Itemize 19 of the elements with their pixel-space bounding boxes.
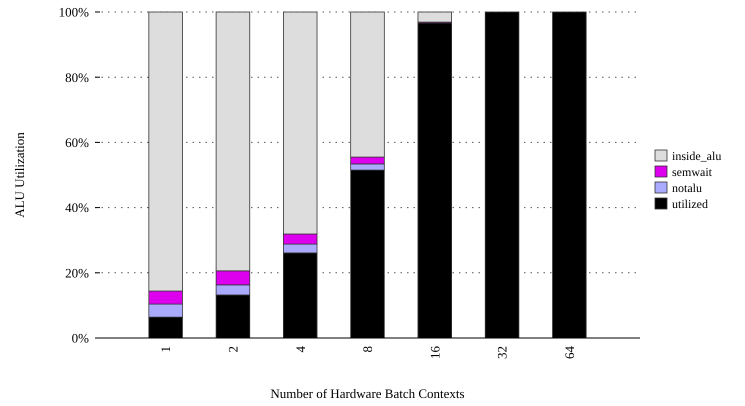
x-tick-label: 8: [360, 346, 376, 352]
y-tick-label: 60%: [65, 134, 90, 150]
x-axis-title: Number of Hardware Batch Contexts: [270, 386, 465, 401]
y-tick-label: 100%: [58, 4, 90, 20]
x-tick-label: 32: [494, 346, 510, 359]
legend-label: notalu: [672, 181, 702, 196]
x-tick-label: 64: [562, 346, 577, 359]
y-tick-label: 40%: [65, 200, 90, 216]
legend-label: inside_alu: [672, 149, 722, 164]
y-tick-label: 80%: [65, 70, 90, 85]
x-tick-label: 2: [225, 346, 240, 352]
y-tick-label: 0%: [72, 330, 90, 346]
y-tick-label: 20%: [65, 265, 90, 280]
x-tick-label: 4: [292, 346, 308, 352]
y-axis-title: ALU Utilization: [12, 132, 27, 218]
legend-label: utilized: [672, 197, 708, 212]
x-tick-label: 16: [427, 346, 442, 359]
legend-label: semwait: [672, 165, 713, 180]
x-tick-label: 1: [158, 346, 174, 352]
